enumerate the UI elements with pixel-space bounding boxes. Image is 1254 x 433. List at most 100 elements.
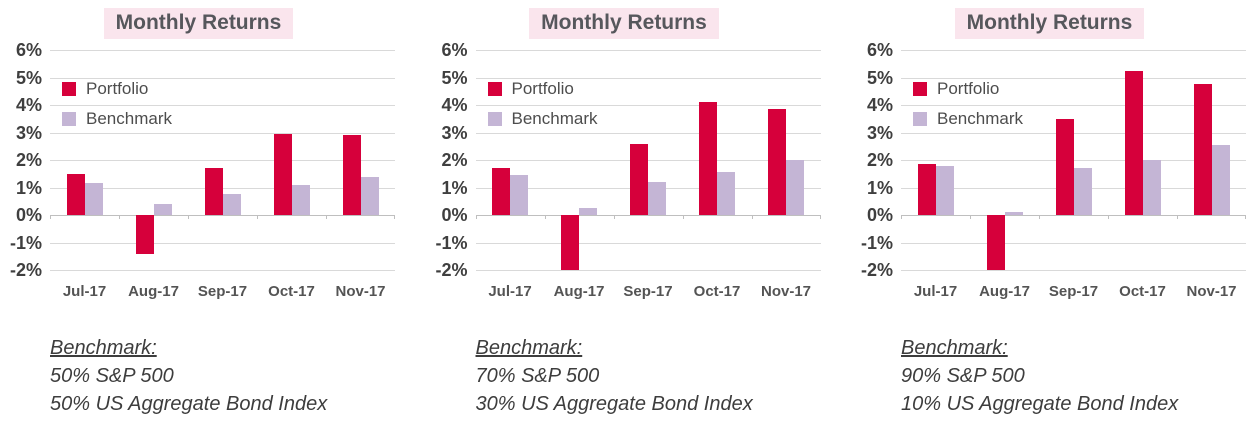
benchmark-bar: [786, 160, 804, 215]
legend: Portfolio Benchmark: [62, 74, 172, 134]
x-tick-label: Jul-17: [913, 283, 958, 300]
portfolio-bar: [492, 168, 510, 215]
y-tick-label: 3%: [866, 122, 893, 143]
axis-tick: [50, 215, 51, 219]
y-axis: 6% 5% 4% 3% 2% 1% 0% -1% -2%: [2, 40, 50, 280]
y-tick-label: 6%: [441, 40, 468, 60]
legend-label: Benchmark: [86, 109, 172, 128]
gridline: [475, 77, 821, 79]
benchmark-note-heading: Benchmark:: [901, 337, 1008, 359]
portfolio-bar: [768, 109, 786, 215]
portfolio-bar: [986, 215, 1005, 270]
y-tick-label: 1%: [15, 177, 42, 198]
legend-label: Portfolio: [937, 79, 1000, 98]
portfolio-bar: [1124, 70, 1143, 215]
legend-item: Portfolio: [913, 74, 1023, 104]
portfolio-bar: [1055, 118, 1074, 215]
gridline: [475, 105, 821, 106]
y-tick-label: 4%: [441, 95, 468, 115]
gridline: [901, 77, 1246, 79]
legend-item: Portfolio: [487, 74, 598, 104]
chart-title-row: Monthly Returns: [2, 8, 395, 39]
benchmark-swatch-icon: [62, 112, 76, 126]
benchmark-bar: [291, 184, 310, 215]
axis-tick: [544, 215, 546, 219]
axis-tick: [326, 215, 327, 219]
benchmark-bar: [1211, 144, 1230, 215]
legend-label: Benchmark: [511, 109, 598, 128]
benchmark-note-line: 90% S&P 500: [901, 365, 1025, 387]
benchmark-note: Benchmark: 70% S&P 500 30% US Aggregate Bo…: [476, 334, 821, 418]
y-tick-label: -2%: [860, 260, 893, 280]
plot-area: Portfolio Benchmark: [901, 50, 1246, 271]
gridline: [50, 132, 395, 134]
y-tick-label: 5%: [866, 67, 893, 88]
x-tick-label: Sep-17: [623, 283, 673, 300]
gridline: [50, 270, 395, 271]
y-tick-label: 5%: [15, 67, 42, 88]
legend-label: Benchmark: [937, 109, 1023, 128]
y-tick-label: 5%: [441, 67, 468, 88]
chart-body: 6% 5% 4% 3% 2% 1% 0% -1% -2% Portfolio Benchmark: [853, 40, 1246, 280]
axis-tick: [901, 215, 902, 219]
y-tick-label: -1%: [435, 232, 468, 253]
benchmark-bar: [648, 182, 666, 215]
gridline: [901, 105, 1246, 106]
benchmark-bar: [360, 176, 379, 215]
y-axis: 6% 5% 4% 3% 2% 1% 0% -1% -2%: [853, 40, 901, 280]
benchmark-note-line: 70% S&P 500: [475, 365, 600, 387]
portfolio-bar: [1193, 84, 1212, 215]
x-tick-label: Aug-17: [553, 283, 605, 300]
x-axis-labels: Jul-17 Aug-17 Sep-17 Oct-17 Nov-17: [476, 283, 821, 300]
portfolio-swatch-icon: [487, 82, 502, 96]
gridline: [901, 160, 1246, 161]
benchmark-note-line: 30% US Aggregate Bond Index: [475, 393, 753, 415]
gridline: [50, 77, 395, 79]
benchmark-bar: [1004, 212, 1023, 215]
x-tick-label: Aug-17: [128, 283, 179, 300]
gridline: [901, 132, 1246, 134]
y-tick-label: 2%: [441, 150, 468, 170]
x-axis-line: [50, 215, 395, 216]
axis-tick: [682, 215, 684, 219]
y-tick-label: -1%: [860, 232, 893, 253]
benchmark-bar: [84, 183, 103, 215]
chart-title-row: Monthly Returns: [853, 8, 1246, 39]
axis-tick: [613, 215, 615, 219]
axis-tick: [188, 215, 189, 219]
legend-label: Portfolio: [86, 79, 149, 98]
y-tick-label: 6%: [15, 40, 42, 60]
y-tick-label: 1%: [866, 177, 893, 198]
legend: Portfolio Benchmark: [487, 74, 598, 134]
plot-area: Portfolio Benchmark: [50, 50, 395, 271]
x-axis-labels: Jul-17 Aug-17 Sep-17 Oct-17 Nov-17: [901, 283, 1246, 300]
portfolio-bar: [699, 102, 717, 215]
gridline: [901, 50, 1246, 51]
axis-tick: [257, 215, 258, 219]
gridline: [475, 160, 821, 161]
axis-tick: [751, 215, 753, 219]
x-tick-label: Jul-17: [62, 283, 107, 300]
chart-panel: Monthly Returns 6% 5% 4% 3% 2% 1% 0% -1% -2% Portf…: [428, 8, 821, 418]
plot-area: Portfolio Benchmark: [475, 50, 821, 271]
chart-title: Monthly Returns: [529, 8, 719, 39]
y-tick-label: 0%: [441, 205, 468, 225]
gridline: [50, 105, 395, 106]
y-tick-label: 3%: [15, 122, 42, 143]
x-tick-label: Oct-17: [693, 283, 741, 300]
gridline: [50, 160, 395, 161]
chart-title-row: Monthly Returns: [428, 8, 821, 39]
benchmark-swatch-icon: [487, 112, 502, 126]
portfolio-swatch-icon: [62, 82, 76, 96]
x-axis-labels: Jul-17 Aug-17 Sep-17 Oct-17 Nov-17: [50, 283, 395, 300]
x-tick-label: Oct-17: [1119, 283, 1166, 300]
x-tick-label: Sep-17: [197, 283, 248, 300]
gridline: [475, 132, 821, 134]
benchmark-bar: [510, 175, 528, 215]
charts-row: Monthly Returns 6% 5% 4% 3% 2% 1% 0% -1% -2% Portf…: [2, 8, 1246, 418]
chart-panel: Monthly Returns 6% 5% 4% 3% 2% 1% 0% -1% -2% Portf…: [853, 8, 1246, 418]
benchmark-swatch-icon: [913, 112, 927, 126]
benchmark-note-line: 50% US Aggregate Bond Index: [50, 393, 328, 415]
axis-tick: [475, 215, 477, 219]
benchmark-bar: [1073, 168, 1092, 215]
